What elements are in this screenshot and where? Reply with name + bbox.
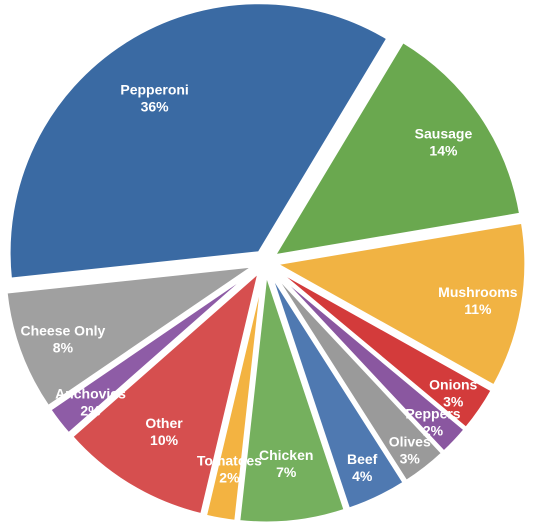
slice-olives — [270, 269, 445, 483]
slice-label-mushrooms: Mushrooms — [438, 284, 518, 300]
slice-percent-onions: 3% — [443, 394, 464, 410]
slice-label-peppers: Peppers — [405, 406, 460, 422]
slice-percent-beef: 4% — [352, 468, 373, 484]
slice-mushrooms — [274, 220, 528, 388]
slice-label-tomatoes: Tomatoes — [197, 452, 262, 468]
slice-sausage — [272, 40, 523, 258]
slice-percent-peppers: 2% — [423, 423, 444, 439]
slice-tomatoes — [203, 271, 265, 523]
slice-percent-cheese-only: 8% — [53, 339, 74, 355]
slice-percent-tomatoes: 2% — [219, 469, 240, 485]
slice-cheese-only — [4, 264, 257, 409]
slice-label-beef: Beef — [347, 451, 378, 467]
slice-label-onions: Onions — [429, 377, 477, 393]
slice-percent-mushrooms: 11% — [464, 301, 492, 317]
pie-slices — [4, 1, 528, 525]
slice-chicken — [237, 271, 347, 525]
slice-label-olives: Olives — [389, 433, 431, 449]
slice-label-chicken: Chicken — [259, 447, 313, 463]
slice-percent-anchovies: 2% — [80, 403, 101, 419]
slice-peppers — [271, 268, 467, 454]
slice-label-other: Other — [145, 415, 183, 431]
slice-label-sausage: Sausage — [415, 125, 473, 141]
slice-label-cheese-only: Cheese Only — [20, 322, 105, 338]
slice-anchovies — [48, 267, 258, 436]
pie-labels: Sausage14%Mushrooms11%Onions3%Peppers2%O… — [20, 82, 517, 486]
slice-other — [70, 269, 261, 517]
slice-label-anchovies: Anchovies — [55, 386, 126, 402]
slice-label-pepperoni: Pepperoni — [120, 82, 188, 98]
slice-onions — [272, 266, 494, 430]
slice-percent-chicken: 7% — [276, 464, 297, 480]
slice-percent-pepperoni: 36% — [141, 99, 170, 115]
slice-pepperoni — [7, 1, 390, 281]
slice-percent-sausage: 14% — [429, 142, 458, 158]
slice-percent-other: 10% — [150, 432, 179, 448]
slice-percent-olives: 3% — [400, 450, 421, 466]
slice-beef — [268, 270, 406, 511]
